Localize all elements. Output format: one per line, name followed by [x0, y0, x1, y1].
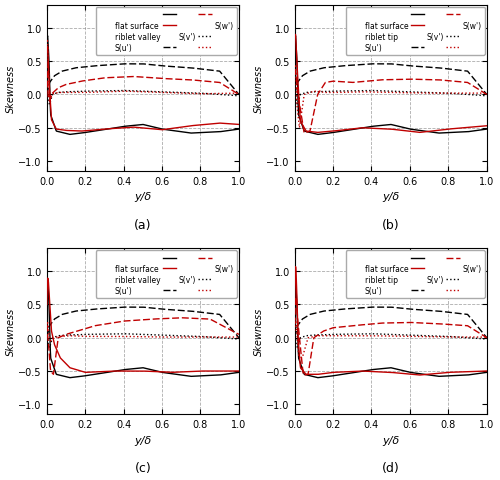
Text: (c): (c) — [134, 461, 151, 474]
X-axis label: y/δ: y/δ — [134, 192, 152, 202]
Text: (a): (a) — [134, 218, 152, 231]
Y-axis label: Skewness: Skewness — [6, 64, 16, 113]
Legend: , flat surface, riblet tip, S(u'), , , S(v'), , , S(w'), , : , flat surface, riblet tip, S(u'), , , S… — [346, 251, 484, 299]
X-axis label: y/δ: y/δ — [134, 435, 152, 445]
Legend: , flat surface, riblet tip, S(u'), , , S(v'), , , S(w'), , : , flat surface, riblet tip, S(u'), , , S… — [346, 8, 484, 56]
Y-axis label: Skewness: Skewness — [254, 64, 264, 113]
Text: (b): (b) — [382, 218, 400, 231]
Legend: , flat surface, riblet valley, S(u'), , , S(v'), , , S(w'), , : , flat surface, riblet valley, S(u'), , … — [96, 8, 236, 56]
Y-axis label: Skewness: Skewness — [254, 307, 264, 356]
X-axis label: y/δ: y/δ — [382, 435, 400, 445]
X-axis label: y/δ: y/δ — [382, 192, 400, 202]
Text: (d): (d) — [382, 461, 400, 474]
Legend: , flat surface, riblet valley, S(u'), , , S(v'), , , S(w'), , : , flat surface, riblet valley, S(u'), , … — [96, 251, 236, 299]
Y-axis label: Skewness: Skewness — [6, 307, 16, 356]
